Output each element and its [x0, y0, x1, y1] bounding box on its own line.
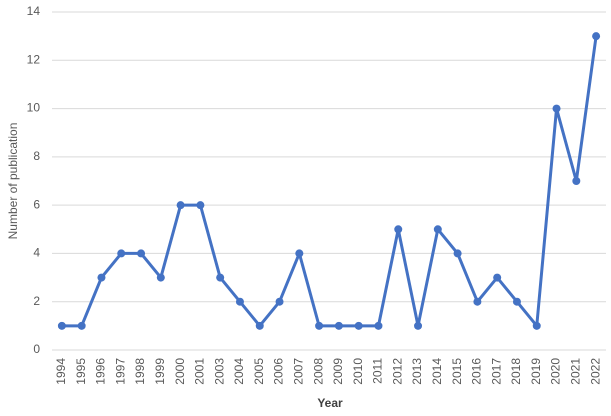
x-tick-label: 2017	[489, 358, 503, 385]
marker	[97, 273, 106, 282]
marker	[57, 321, 66, 330]
marker	[334, 321, 343, 330]
x-tick-label: 2015	[450, 358, 464, 385]
marker	[453, 249, 462, 258]
marker	[354, 321, 363, 330]
x-tick-label: 2014	[430, 358, 444, 385]
marker	[176, 201, 185, 210]
y-tick-label: 2	[33, 294, 40, 308]
y-tick-label: 10	[27, 101, 41, 115]
marker	[374, 321, 383, 330]
x-tick-label: 2006	[272, 358, 286, 385]
x-tick-label: 2001	[193, 358, 207, 385]
x-tick-label: 2005	[252, 358, 266, 385]
x-tick-label: 2004	[232, 358, 246, 385]
marker	[572, 177, 581, 185]
marker	[414, 321, 423, 330]
marker	[295, 249, 304, 258]
marker	[156, 273, 165, 282]
marker	[394, 225, 403, 234]
marker	[592, 32, 601, 41]
line	[61, 35, 598, 328]
x-tick-label: 2020	[549, 358, 563, 385]
x-tick-label: 2000	[173, 358, 187, 385]
x-tick-label: 2011	[371, 358, 385, 384]
marker	[433, 225, 442, 234]
marker	[315, 321, 324, 330]
x-tick-label: 2007	[291, 358, 305, 385]
x-tick-label: 2019	[529, 358, 543, 385]
y-tick-label: 4	[33, 246, 40, 260]
x-tick-label: 2022	[588, 358, 602, 385]
y-tick-label: 8	[33, 149, 40, 163]
x-tick-label: 2003	[212, 358, 226, 385]
marker	[275, 297, 284, 306]
x-axis-title: Year	[317, 396, 343, 410]
y-axis-title: Number of publication	[6, 123, 20, 240]
y-tick-label: 14	[27, 4, 41, 18]
x-tick-label: 1996	[94, 358, 108, 385]
y-tick-label: 6	[33, 197, 40, 211]
x-tick-label: 2010	[351, 358, 365, 385]
marker	[77, 321, 86, 330]
marker	[196, 201, 205, 210]
marker	[235, 297, 244, 306]
x-tick-label: 1994	[54, 358, 68, 385]
x-tick-label: 1995	[74, 358, 88, 385]
x-tick-label: 2012	[390, 358, 404, 385]
x-tick-label: 2016	[470, 358, 484, 385]
marker	[117, 249, 126, 258]
x-tick-label: 1998	[133, 358, 147, 385]
y-tick-label: 0	[33, 342, 40, 356]
x-tick-label: 1997	[113, 358, 127, 385]
marker	[552, 104, 561, 113]
y-tick-label: 12	[27, 52, 41, 66]
marker	[532, 321, 541, 330]
marker	[137, 249, 146, 258]
marker	[473, 297, 482, 306]
x-tick-label: 2013	[410, 358, 424, 385]
x-tick-label: 2009	[331, 358, 345, 385]
marker	[255, 321, 264, 330]
x-tick-label: 2021	[568, 358, 582, 385]
x-tick-label: 2018	[509, 358, 523, 385]
marker	[512, 297, 521, 306]
x-tick-label: 1999	[153, 358, 167, 385]
x-tick-label: 2008	[311, 358, 325, 385]
marker	[493, 273, 502, 282]
marker	[216, 273, 225, 282]
